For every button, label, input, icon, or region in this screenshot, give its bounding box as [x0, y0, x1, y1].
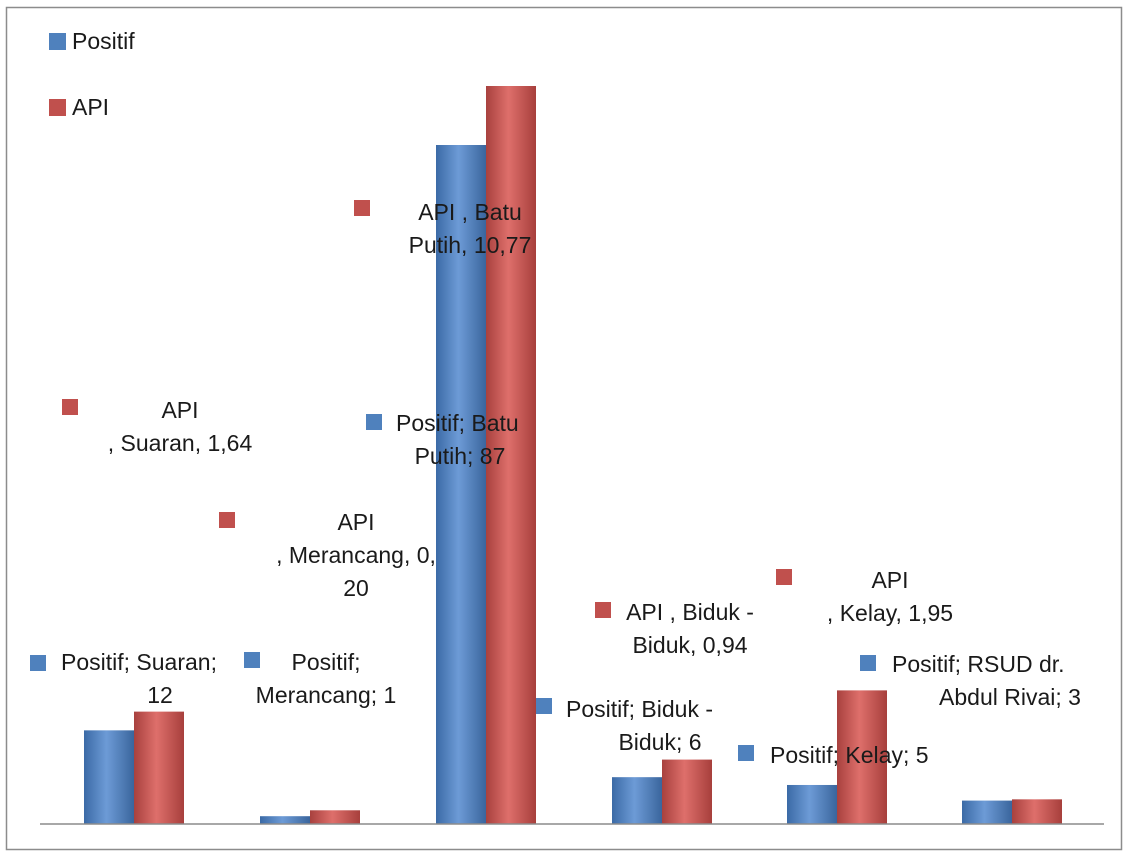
data-label-text: Positif; RSUD dr.	[892, 651, 1065, 677]
data-label-text: API	[161, 397, 198, 423]
data-label-api-5: API , Kelay, 1,95	[776, 567, 953, 626]
data-label-marker	[354, 200, 370, 216]
legend-label: Positif	[72, 28, 135, 54]
data-label-text: Positif;	[291, 649, 360, 675]
data-label-text: API	[337, 509, 374, 535]
legend-swatch	[49, 99, 66, 116]
legend-item-positif: Positif	[49, 28, 135, 54]
data-label-positif-5: Positif; Kelay; 5	[738, 742, 929, 768]
data-label-text: Putih; 87	[415, 443, 506, 469]
data-label-api-3: API , Batu Putih, 10,77	[354, 199, 531, 258]
data-label-api-4: API , Biduk - Biduk, 0,94	[595, 599, 754, 658]
bar-api-4	[662, 759, 712, 824]
data-label-text: , Merancang, 0,	[276, 542, 436, 568]
bar-api-1	[134, 711, 184, 824]
data-label-text: Biduk, 0,94	[632, 632, 747, 658]
data-label-text: Positif; Batu	[396, 410, 519, 436]
data-label-text: Merancang; 1	[256, 682, 397, 708]
chart-border	[5, 6, 1123, 851]
data-label-text: Positif; Kelay; 5	[770, 742, 929, 768]
data-label-text: , Kelay, 1,95	[827, 600, 953, 626]
data-label-text: Putih, 10,77	[409, 232, 532, 258]
data-label-positif-2: Positif; Merancang; 1	[244, 649, 396, 708]
bars-layer	[84, 86, 1062, 824]
data-label-text: Positif; Suaran;	[61, 649, 217, 675]
data-label-marker	[860, 655, 876, 671]
bar-positif-2	[260, 816, 310, 824]
bar-positif-1	[84, 730, 134, 824]
data-label-text: Abdul Rivai; 3	[939, 684, 1081, 710]
bar-positif-5	[787, 784, 837, 824]
legend-label: API	[72, 94, 109, 120]
data-label-api-1: API , Suaran, 1,64	[62, 397, 252, 456]
data-label-marker	[738, 745, 754, 761]
legend: Positif API	[49, 28, 135, 120]
data-label-text: API , Batu	[418, 199, 522, 225]
data-label-marker	[30, 655, 46, 671]
bar-api-3	[486, 86, 536, 824]
bar-positif-6	[962, 800, 1012, 824]
bar-positif-3	[436, 145, 486, 824]
data-label-marker	[366, 414, 382, 430]
data-label-text: API , Biduk -	[626, 599, 754, 625]
data-label-marker	[62, 399, 78, 415]
data-label-marker	[776, 569, 792, 585]
data-label-text: 12	[147, 682, 173, 708]
bar-api-5	[837, 690, 887, 824]
data-label-api-2: API , Merancang, 0, 20	[219, 509, 436, 601]
data-label-marker	[219, 512, 235, 528]
data-label-positif-4: Positif; Biduk - Biduk; 6	[536, 696, 713, 755]
data-label-marker	[595, 602, 611, 618]
data-label-positif-1: Positif; Suaran; 12	[30, 649, 217, 708]
data-label-positif-6: Positif; RSUD dr. Abdul Rivai; 3	[860, 651, 1081, 710]
data-label-marker	[536, 698, 552, 714]
bar-api-2	[310, 810, 360, 824]
data-label-text: Biduk; 6	[618, 729, 701, 755]
bar-positif-4	[612, 777, 662, 824]
data-label-text: API	[871, 567, 908, 593]
data-label-text: 20	[343, 575, 369, 601]
data-label-positif-3: Positif; Batu Putih; 87	[366, 410, 519, 469]
data-label-text: , Suaran, 1,64	[108, 430, 253, 456]
data-label-marker	[244, 652, 260, 668]
data-label-text: Positif; Biduk -	[566, 696, 713, 722]
legend-swatch	[49, 33, 66, 50]
bar-api-6	[1012, 799, 1062, 824]
legend-item-api: API	[49, 94, 109, 120]
